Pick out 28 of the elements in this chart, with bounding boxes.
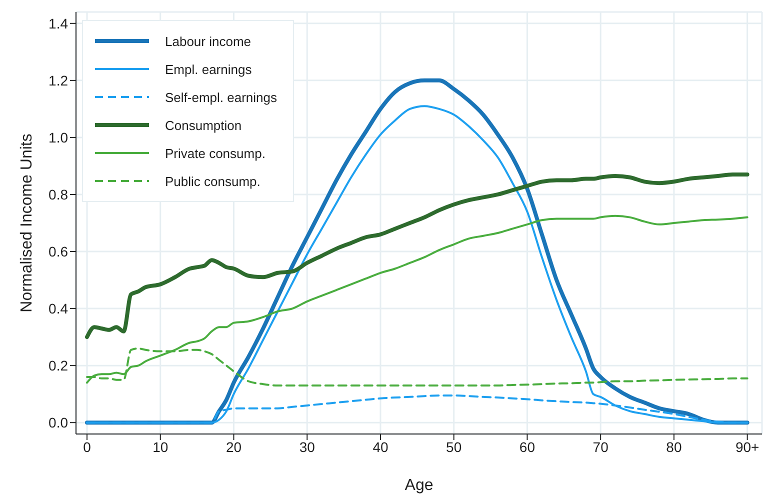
x-tick-label: 60 bbox=[519, 438, 536, 455]
y-axis-title: Normalised Income Units bbox=[18, 134, 36, 312]
y-tick-label: 1.4 bbox=[48, 15, 68, 32]
x-tick-label: 0 bbox=[83, 438, 92, 455]
y-tick-label: 1.2 bbox=[48, 72, 68, 88]
legend-label: Self-empl. earnings bbox=[165, 90, 277, 104]
x-tick-label: 30 bbox=[299, 438, 316, 455]
line-series bbox=[85, 172, 750, 340]
y-tick-label: 1.0 bbox=[48, 129, 68, 146]
legend-label: Consumption bbox=[165, 118, 242, 132]
legend-label: Private consump. bbox=[165, 146, 266, 160]
x-tick-label: 40 bbox=[372, 438, 388, 455]
legend-label: Empl. earnings bbox=[165, 62, 252, 76]
x-tick-label: 10 bbox=[152, 438, 168, 455]
y-tick-label: 0.0 bbox=[48, 414, 68, 431]
x-tick-label: 70 bbox=[592, 438, 609, 455]
x-axis-title: Age bbox=[404, 477, 434, 494]
y-tick-label: 0.2 bbox=[48, 358, 68, 374]
y-tick-label: 0.6 bbox=[48, 243, 68, 260]
x-tick-label: 90+ bbox=[735, 438, 760, 455]
legend-label: Public consump. bbox=[165, 174, 260, 188]
x-tick-label: 20 bbox=[226, 438, 242, 455]
y-tick-label: 0.8 bbox=[48, 186, 68, 202]
x-tick-label: 50 bbox=[446, 438, 462, 455]
y-tick-label: 0.4 bbox=[48, 300, 68, 317]
line-series bbox=[86, 214, 748, 384]
x-tick-label: 80 bbox=[666, 438, 682, 455]
legend-label: Labour income bbox=[165, 34, 251, 48]
